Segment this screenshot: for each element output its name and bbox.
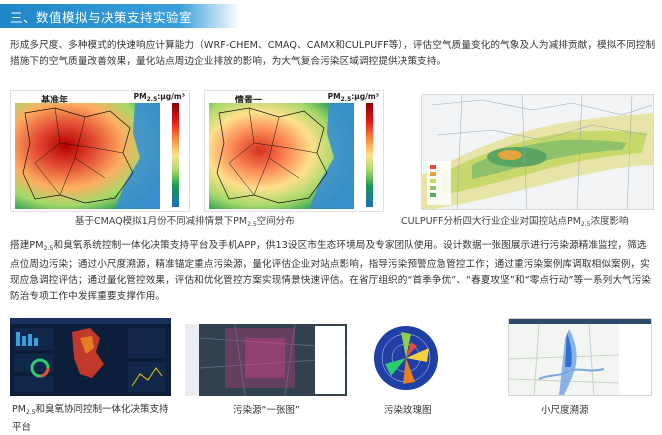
dashboard-graphic: [10, 318, 171, 392]
map-unit-label: PM2.5:μg/m³: [133, 92, 185, 103]
section-header-bar: [0, 4, 240, 28]
baseline-concentration-field: [15, 103, 160, 209]
baseline-colorbar: [172, 103, 179, 207]
tracing-map-graphic: [509, 319, 651, 395]
pollution-source-map-screenshot: [185, 318, 347, 396]
platform-caption: PM2.5和臭氧协同控制一体化决策支持平台: [12, 404, 169, 433]
map-unit-label: PM2.5:μg/m³: [327, 92, 379, 103]
tracing-caption: 小尺度溯源: [541, 405, 589, 416]
culpuff-impact-map: [421, 94, 654, 210]
scenario-colorbar: [366, 103, 373, 207]
platform-dashboard-screenshot: [10, 318, 171, 396]
section-header: 三、数值模拟与决策支持实验室: [0, 4, 662, 28]
intro-paragraph: 形成多尺度、多种模式的快速响应计算能力（WRF-CHEM、CMAQ、CAMX和C…: [10, 40, 656, 67]
cmaq-baseline-map: 基准年 PM2.5:μg/m³: [10, 90, 190, 212]
culpuff-plume-graphic: [422, 95, 653, 209]
pollution-rose-screenshot: [371, 318, 441, 396]
source-map-caption: 污染源“一张图”: [233, 405, 300, 416]
baseline-label: 基准年: [41, 96, 69, 106]
small-scale-tracing-screenshot: [508, 318, 652, 396]
scenario-label: 情景一: [235, 96, 263, 106]
culpuff-caption: CULPUFF分析四大行业企业对国控站点PM2.5浓度影响: [401, 216, 629, 228]
source-map-graphic: [185, 318, 347, 396]
pollution-rose-caption: 污染玫瑰图: [384, 405, 432, 416]
cmaq-scenario-map: 情景一 PM2.5:μg/m³: [204, 90, 384, 212]
section-title: 三、数值模拟与决策支持实验室: [10, 10, 193, 25]
cmaq-caption: 基于CMAQ模拟1月份不同减排情景下PM2.5空间分布: [75, 216, 295, 228]
pollution-rose-graphic: [374, 326, 438, 390]
platform-paragraph: 搭建PM2.5和臭氧系统控制一体化决策支持平台及手机APP，供13设区市生态环境…: [10, 240, 652, 302]
scenario-concentration-field: [209, 103, 354, 209]
